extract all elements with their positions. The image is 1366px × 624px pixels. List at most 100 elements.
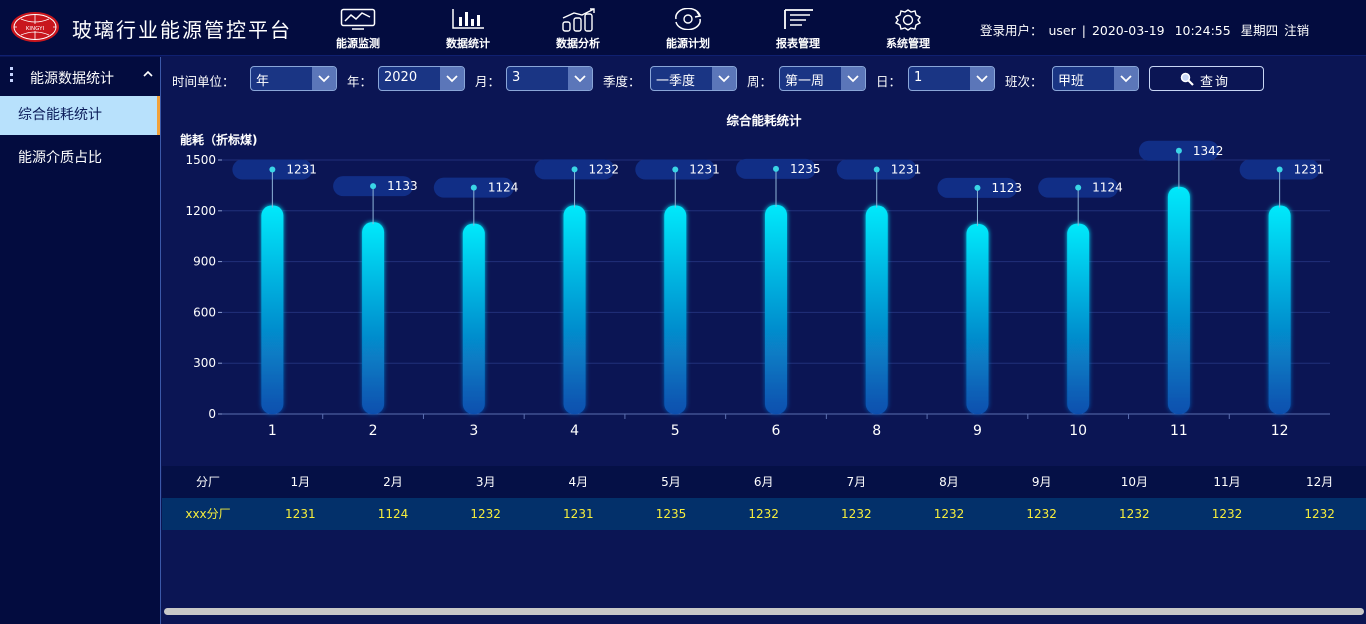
nav-data-analysis[interactable]: 数据分析 — [538, 0, 618, 56]
nav-label: 系统管理 — [886, 37, 930, 50]
monitor-chart-icon — [340, 8, 376, 30]
nav-system[interactable]: 系统管理 — [868, 0, 948, 56]
bar-6 — [765, 204, 787, 414]
nav-label: 能源计划 — [666, 37, 710, 50]
x-tick-label: 11 — [1170, 423, 1188, 439]
bar-chart-icon — [452, 9, 484, 29]
table-header-cell: 6月 — [753, 475, 774, 489]
stats-table: 分厂 1月 2月 3月 4月 5月 6月 7月 8月 9月 10月 11月 12月 xxx分厂 1231 1… — [162, 466, 1366, 530]
x-tick-label: 10 — [1069, 423, 1087, 439]
menu-dots-icon — [10, 67, 14, 85]
y-tick-label: 1500 — [185, 153, 216, 167]
bar-12 — [1268, 205, 1291, 414]
year-select[interactable]: 2020 — [378, 66, 465, 91]
horizontal-scrollbar[interactable] — [162, 606, 1366, 618]
scrollbar-thumb[interactable] — [164, 608, 1364, 615]
time-unit-select[interactable]: 年 — [250, 66, 337, 91]
y-tick-label: 0 — [208, 407, 216, 421]
table-cell: 1231 — [285, 507, 316, 521]
app-title: 玻璃行业能源管控平台 — [72, 18, 292, 42]
table-header-cell: 7月 — [846, 475, 867, 489]
data-label-dot — [370, 183, 377, 190]
search-icon — [1180, 72, 1194, 86]
data-label-dot — [672, 166, 679, 173]
data-label: 1124 — [1092, 181, 1123, 195]
nav-label: 数据统计 — [446, 37, 490, 50]
chevron-down-icon — [318, 75, 330, 83]
month-select[interactable]: 3 — [506, 66, 593, 91]
x-tick-label: 12 — [1271, 423, 1289, 439]
user-separator: | — [1081, 23, 1086, 38]
nav-label: 能源监测 — [336, 37, 380, 50]
time-unit-label: 时间单位： — [172, 74, 235, 89]
data-label: 1124 — [488, 181, 519, 195]
data-label: 1232 — [589, 162, 620, 176]
chevron-up-icon[interactable] — [141, 67, 155, 81]
nav-energy-monitor[interactable]: 能源监测 — [318, 0, 398, 56]
sidebar-item-energy-stats[interactable]: 综合能耗统计 — [0, 96, 160, 135]
nav-energy-plan[interactable]: 能源计划 — [648, 0, 728, 56]
quarter-label: 季度： — [603, 74, 641, 89]
data-label: 1231 — [286, 163, 317, 177]
data-label-dot — [571, 166, 578, 173]
analysis-icon — [562, 8, 595, 32]
table-header-cell: 10月 — [1120, 475, 1148, 489]
nav-data-stats[interactable]: 数据统计 — [428, 0, 508, 56]
table-cell: 1232 — [1304, 507, 1335, 521]
day-value: 1 — [914, 70, 923, 85]
data-label: 1123 — [991, 181, 1022, 195]
table-header-cell: 11月 — [1213, 475, 1241, 489]
data-label-dot — [974, 184, 981, 191]
bar-3 — [462, 223, 485, 414]
table-row[interactable]: xxx分厂 1231 1124 1232 1231 1235 1232 1232 1232 123… — [162, 498, 1366, 530]
data-label: 1231 — [689, 163, 720, 177]
data-label-dot — [1075, 184, 1082, 191]
x-tick-label: 9 — [973, 423, 982, 439]
table-cell: xxx分厂 — [185, 507, 231, 521]
bar-2 — [362, 222, 385, 414]
table-cell: 1235 — [655, 507, 687, 521]
sidebar-section-header[interactable]: 能源数据统计 — [0, 57, 160, 95]
user-bar: 登录用户： user | 2020-03-19 10:24:55 星期四 注销 — [980, 20, 1311, 39]
week-select[interactable]: 第一周 — [779, 66, 866, 91]
x-tick-label: 3 — [469, 423, 478, 439]
shift-label: 班次： — [1005, 74, 1043, 89]
svg-text:KINGYI: KINGYI — [26, 26, 45, 32]
table-cell: 1232 — [748, 507, 779, 521]
bar-layer: 1231 1 1133 2 1124 3 1232 4 1231 5 1235 6 1231 8 1123 9… — [232, 140, 1324, 439]
data-label-dot — [1276, 166, 1283, 173]
chart-title: 综合能耗统计 — [726, 113, 802, 128]
table-header-cell: 分厂 — [195, 475, 220, 489]
table-cell: 1232 — [1119, 507, 1150, 521]
y-tick-label: 600 — [193, 305, 216, 319]
chevron-down-icon — [1120, 75, 1132, 83]
sidebar-item-energy-ratio[interactable]: 能源介质占比 — [18, 150, 102, 166]
gear-icon — [894, 9, 922, 31]
data-label-dot — [873, 166, 880, 173]
report-icon — [784, 9, 813, 29]
chevron-down-icon — [446, 75, 458, 83]
shift-value: 甲班 — [1058, 74, 1085, 89]
table-header-cell: 5月 — [661, 475, 681, 489]
table-cell: 1232 — [933, 507, 965, 521]
table-cell: 1232 — [1211, 507, 1243, 521]
y-tick-label: 900 — [193, 255, 216, 269]
table-header-cell: 1月 — [290, 475, 311, 489]
nav-report[interactable]: 报表管理 — [758, 0, 838, 56]
bar-11 — [1167, 186, 1190, 414]
week-value: 第一周 — [785, 74, 825, 89]
company-logo: KINGYI — [11, 12, 59, 42]
current-date: 2020-03-19 — [1091, 23, 1165, 38]
filter-bar: 时间单位： 年 年： 2020 月： 3 季度： 一季度 周： 第一周 日： 1… — [162, 66, 1366, 92]
query-button[interactable]: 查询 — [1149, 66, 1264, 91]
quarter-select[interactable]: 一季度 — [650, 66, 737, 91]
bar-8 — [865, 205, 888, 414]
day-select[interactable]: 1 — [908, 66, 995, 91]
shift-select[interactable]: 甲班 — [1052, 66, 1139, 91]
bar-10 — [1067, 223, 1090, 414]
logout-link[interactable]: 注销 — [1284, 23, 1310, 38]
chevron-down-icon — [847, 75, 859, 83]
data-label: 1133 — [387, 179, 418, 193]
top-header: KINGYI 玻璃行业能源管控平台 能源监测 数据统计 — [0, 0, 1366, 56]
